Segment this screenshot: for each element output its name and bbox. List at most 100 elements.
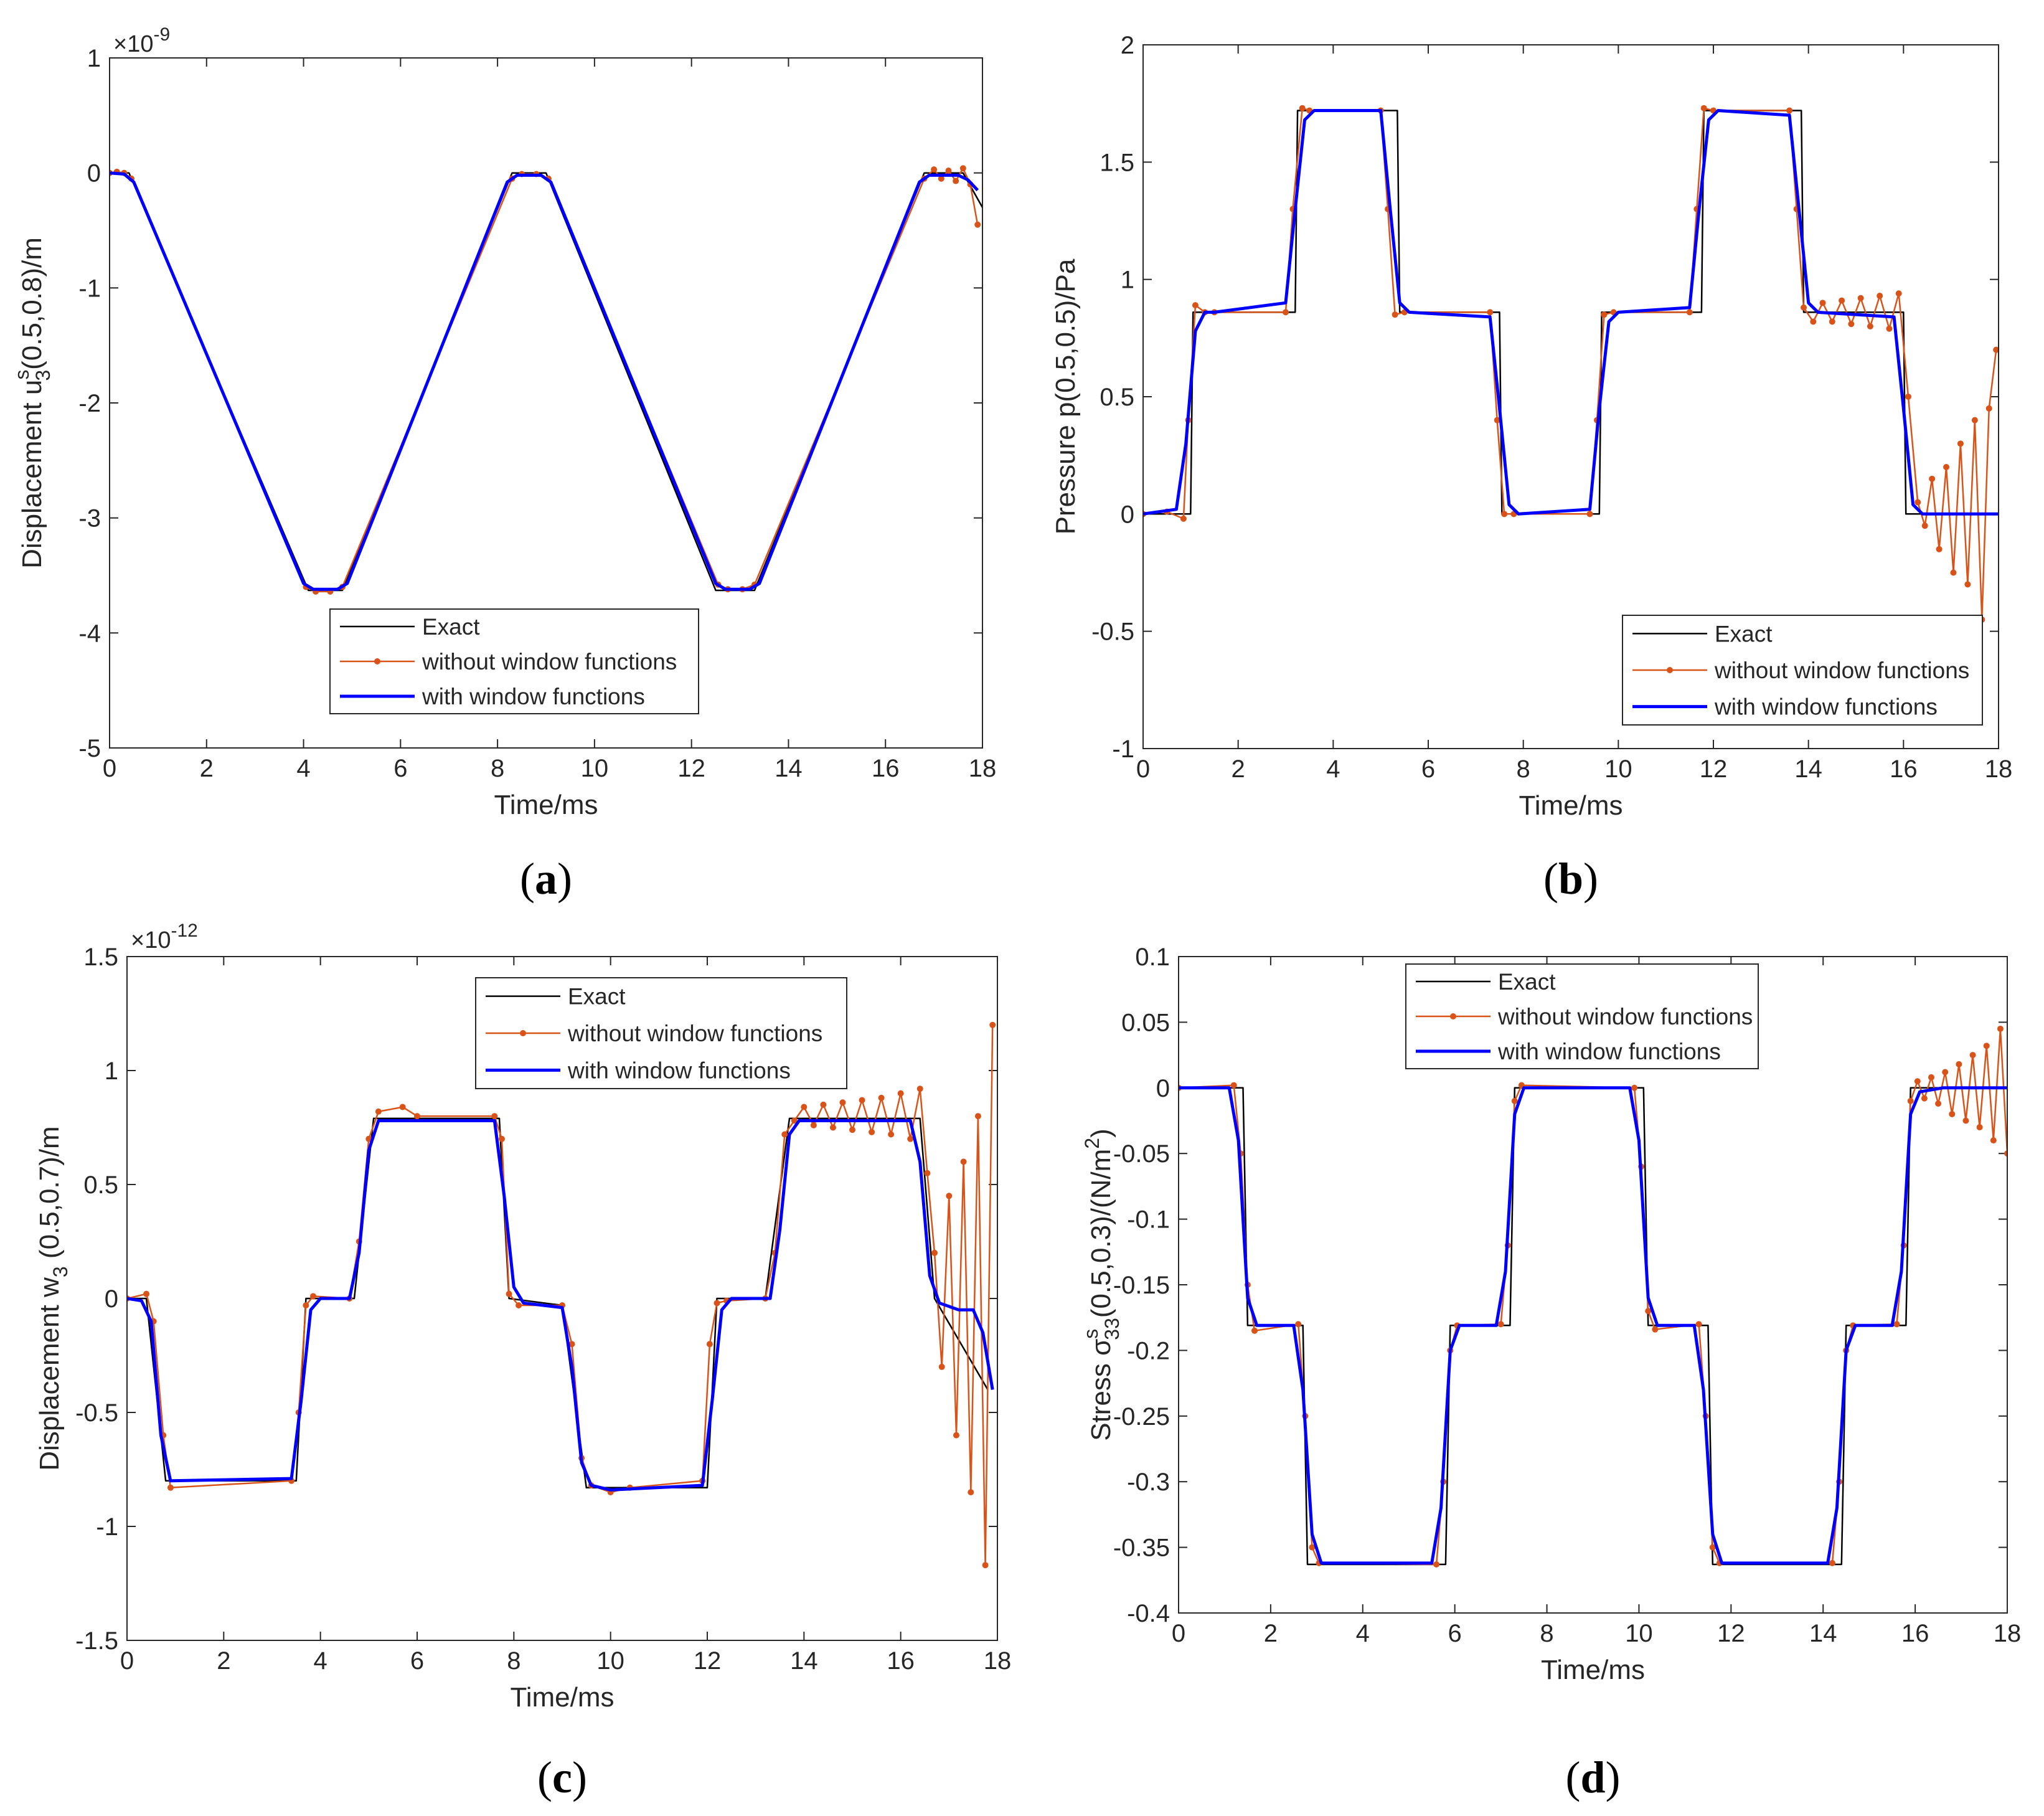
x-tick-label: 12 bbox=[1717, 1620, 1745, 1647]
y-tick-label: -1.5 bbox=[75, 1627, 118, 1655]
data-point bbox=[916, 1085, 923, 1092]
data-point bbox=[1997, 1025, 2004, 1032]
data-point bbox=[953, 1432, 959, 1439]
data-point bbox=[1957, 440, 1964, 447]
data-point bbox=[1299, 105, 1306, 111]
y-tick-label: -0.05 bbox=[1113, 1140, 1170, 1168]
data-point bbox=[1907, 1097, 1914, 1104]
x-tick-label: 16 bbox=[887, 1647, 915, 1675]
series-line bbox=[127, 1119, 994, 1492]
panel-paren-open: ( bbox=[537, 1752, 552, 1802]
data-point bbox=[399, 1104, 406, 1110]
data-point bbox=[974, 221, 981, 228]
y-tick-label: -5 bbox=[78, 735, 101, 762]
data-point bbox=[1983, 1043, 1990, 1049]
data-point bbox=[1877, 293, 1883, 300]
data-point bbox=[1180, 515, 1187, 522]
data-point bbox=[1848, 321, 1855, 328]
panel-paren-open: ( bbox=[1543, 854, 1558, 904]
data-point bbox=[960, 1158, 967, 1165]
legend-marker bbox=[1667, 667, 1673, 673]
data-point bbox=[365, 1135, 372, 1142]
data-point bbox=[931, 1249, 938, 1256]
series-line bbox=[1179, 1086, 2007, 1565]
y-label-tail: (0.5,0.3)/(N/m bbox=[1086, 1149, 1116, 1318]
data-point bbox=[1631, 1084, 1638, 1091]
data-point bbox=[849, 1127, 855, 1133]
chart-panel-a: 0 2 4 6 8 10 12 14 16 18 -5 -4 -3 -2 -1 0 1 ×10-9 Time/ms D… bbox=[11, 24, 996, 904]
legend-entry: with window functions bbox=[422, 684, 645, 709]
x-tick-label: 6 bbox=[410, 1647, 424, 1675]
x-tick-label: 18 bbox=[1985, 755, 2013, 783]
chart-panel-b: 0 2 4 6 8 10 12 14 16 18 -1 -0.5 0 0.5 1 1.5 2 Time/ms Pre… bbox=[1050, 32, 2012, 904]
data-point bbox=[1295, 1321, 1302, 1328]
data-point bbox=[1786, 107, 1793, 114]
legend-entry: Exact bbox=[1715, 621, 1773, 646]
y-tick-label: -1 bbox=[78, 275, 101, 302]
y-tick-label: -0.35 bbox=[1113, 1535, 1170, 1562]
data-point bbox=[1433, 1561, 1440, 1568]
data-point bbox=[810, 1122, 817, 1128]
y-tick-label: -1 bbox=[1112, 735, 1134, 763]
y-tick-label: -4 bbox=[78, 620, 101, 647]
y-tick-label: 0.05 bbox=[1121, 1009, 1170, 1036]
legend-entry: Exact bbox=[568, 984, 626, 1010]
y-tick-label: 0 bbox=[1156, 1075, 1170, 1102]
plot-frame bbox=[126, 956, 998, 1641]
legend-entry: with window functions bbox=[1714, 694, 1938, 720]
data-point bbox=[1914, 1078, 1921, 1085]
data-point bbox=[1990, 1137, 1997, 1144]
x-tick-label: 2 bbox=[1232, 755, 1245, 783]
panel-paren-close: ) bbox=[1583, 854, 1598, 904]
data-point bbox=[1929, 475, 1936, 482]
x-tick-label: 4 bbox=[296, 755, 310, 782]
data-point bbox=[1829, 318, 1835, 325]
data-point bbox=[303, 1302, 309, 1308]
panel-letter: b bbox=[1558, 854, 1583, 904]
y-label-main: Stress σ bbox=[1086, 1339, 1116, 1441]
data-point bbox=[907, 1135, 914, 1142]
data-point bbox=[1700, 105, 1707, 111]
x-tick-label: 0 bbox=[1172, 1620, 1185, 1647]
data-point bbox=[1942, 1069, 1949, 1076]
data-point bbox=[706, 1341, 713, 1348]
data-point bbox=[1943, 464, 1950, 470]
panel-letter: d bbox=[1580, 1752, 1605, 1802]
data-point bbox=[1829, 1559, 1836, 1566]
x-tick-label: 0 bbox=[103, 755, 116, 782]
data-point bbox=[498, 1135, 505, 1142]
data-point bbox=[968, 1489, 974, 1496]
y-tick-label: 1 bbox=[1121, 267, 1134, 294]
data-point bbox=[938, 1363, 945, 1370]
data-point bbox=[1494, 417, 1500, 423]
data-point bbox=[1950, 569, 1957, 576]
data-point bbox=[931, 166, 938, 173]
data-point bbox=[714, 1300, 720, 1307]
x-axis-label: Time/ms bbox=[494, 790, 598, 820]
y-tick-label: -0.4 bbox=[1127, 1600, 1170, 1627]
y-label-sub: 3 bbox=[32, 370, 54, 381]
y-tick-label: -0.5 bbox=[75, 1399, 118, 1427]
data-point bbox=[1645, 1308, 1652, 1315]
y-label-tail: (0.5,0.7)/m bbox=[34, 1126, 65, 1266]
x-tick-label: 18 bbox=[969, 755, 997, 782]
data-point bbox=[888, 1131, 895, 1138]
data-point bbox=[1921, 523, 1928, 529]
legend-entry: without window functions bbox=[1714, 658, 1969, 683]
data-point bbox=[1962, 1117, 1969, 1124]
x-tick-label: 4 bbox=[314, 1647, 327, 1675]
exponent-power: -12 bbox=[171, 920, 197, 941]
series-exact bbox=[127, 1117, 989, 1489]
y-tick-label: -0.2 bbox=[1127, 1337, 1170, 1364]
data-point bbox=[1985, 405, 1992, 412]
x-tick-label: 14 bbox=[1809, 1620, 1837, 1647]
y-tick-label: -2 bbox=[78, 390, 101, 417]
legend-entry: with window functions bbox=[567, 1057, 791, 1083]
x-tick-label: 8 bbox=[1540, 1620, 1553, 1647]
y-label-sub: 33 bbox=[1101, 1318, 1123, 1340]
data-point bbox=[1709, 1544, 1716, 1551]
data-point bbox=[516, 1302, 522, 1308]
legend-entry: without window functions bbox=[422, 649, 677, 674]
data-point bbox=[1921, 1095, 1928, 1102]
y-axis-label: Displacement us3(0.5,0.8)/m bbox=[11, 237, 54, 569]
